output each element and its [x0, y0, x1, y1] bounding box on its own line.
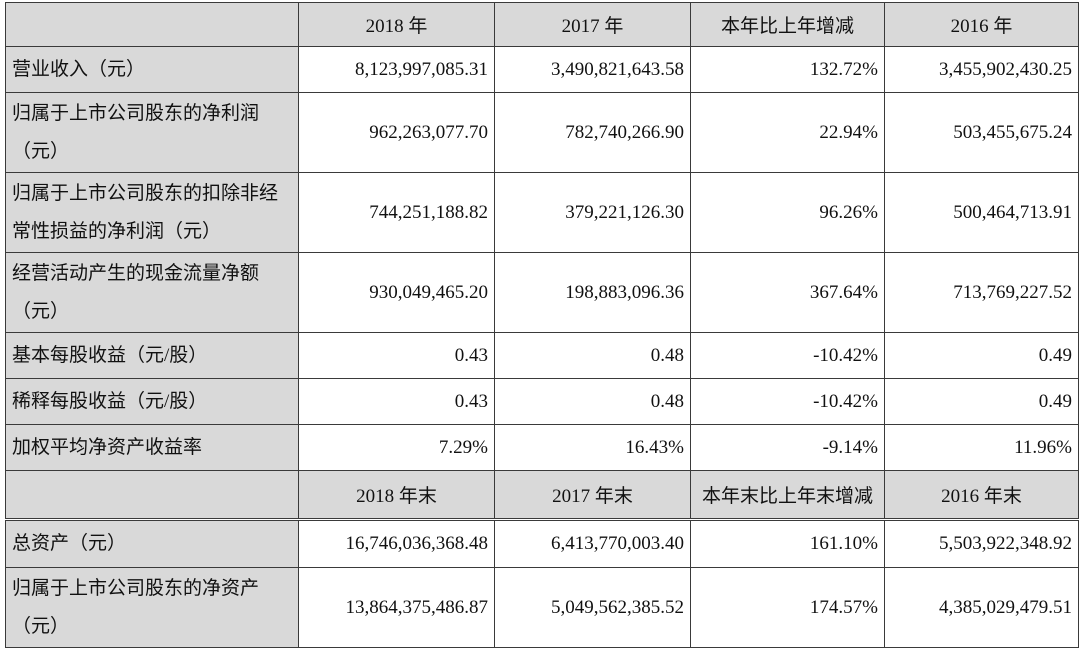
- col-header-2017: 2017 年: [494, 2, 691, 47]
- table-row-net-profit: 归属于上市公司股东的净利润（元） 962,263,077.70 782,740,…: [5, 92, 1079, 173]
- row-label: 归属于上市公司股东的净资产（元）: [5, 567, 299, 648]
- header-corner-cell: [5, 470, 299, 519]
- cell-yoy: 174.57%: [690, 567, 885, 648]
- table-row-net-profit-excl-nonrecurring: 归属于上市公司股东的扣除非经常性损益的净利润（元） 744,251,188.82…: [5, 172, 1079, 253]
- cell-2017: 198,883,096.36: [494, 252, 691, 333]
- col-header-2016: 2016 年: [884, 2, 1079, 47]
- row-label: 归属于上市公司股东的扣除非经常性损益的净利润（元）: [5, 172, 299, 253]
- cell-2018: 962,263,077.70: [298, 92, 495, 173]
- cell-2018-end: 16,746,036,368.48: [298, 520, 495, 568]
- cell-2016: 713,769,227.52: [884, 252, 1079, 333]
- cell-2017: 0.48: [494, 332, 691, 379]
- cell-yoy: 367.64%: [690, 252, 885, 333]
- cell-2016: 0.49: [884, 378, 1079, 425]
- row-label: 基本每股收益（元/股）: [5, 332, 299, 379]
- row-label: 经营活动产生的现金流量净额（元）: [5, 252, 299, 333]
- row-label: 营业收入（元）: [5, 46, 299, 93]
- col-header-2018: 2018 年: [298, 2, 495, 47]
- cell-2016: 0.49: [884, 332, 1079, 379]
- row-label: 加权平均净资产收益率: [5, 424, 299, 471]
- cell-2017: 379,221,126.30: [494, 172, 691, 253]
- table-row-operating-cash-flow: 经营活动产生的现金流量净额（元） 930,049,465.20 198,883,…: [5, 252, 1079, 333]
- cell-2018: 744,251,188.82: [298, 172, 495, 253]
- table-row-revenue: 营业收入（元） 8,123,997,085.31 3,490,821,643.5…: [5, 46, 1079, 93]
- row-label: 总资产（元）: [5, 520, 299, 568]
- cell-yoy: 96.26%: [690, 172, 885, 253]
- cell-2018: 7.29%: [298, 424, 495, 471]
- cell-2018: 8,123,997,085.31: [298, 46, 495, 93]
- table-row-diluted-eps: 稀释每股收益（元/股） 0.43 0.48 -10.42% 0.49: [5, 378, 1079, 425]
- table-row-basic-eps: 基本每股收益（元/股） 0.43 0.48 -10.42% 0.49: [5, 332, 1079, 379]
- financial-indicators-table: 2018 年 2017 年 本年比上年增减 2016 年 营业收入（元） 8,1…: [5, 2, 1079, 519]
- cell-2017: 3,490,821,643.58: [494, 46, 691, 93]
- col-header-2016-end: 2016 年末: [884, 470, 1079, 519]
- cell-yoy: -10.42%: [690, 378, 885, 425]
- cell-2016-end: 4,385,029,479.51: [884, 567, 1079, 648]
- balance-indicators-table: 总资产（元） 16,746,036,368.48 6,413,770,003.4…: [5, 520, 1079, 648]
- cell-yoy: 132.72%: [690, 46, 885, 93]
- cell-2017-end: 5,049,562,385.52: [494, 567, 691, 648]
- col-header-yoy-change: 本年比上年增减: [690, 2, 885, 47]
- cell-2018: 930,049,465.20: [298, 252, 495, 333]
- header-row-year-end: 2018 年末 2017 年末 本年末比上年末增减 2016 年末: [5, 470, 1079, 519]
- table-row-net-assets: 归属于上市公司股东的净资产（元） 13,864,375,486.87 5,049…: [5, 567, 1079, 648]
- col-header-yoy-change-end: 本年末比上年末增减: [690, 470, 885, 519]
- cell-2018: 0.43: [298, 378, 495, 425]
- header-row: 2018 年 2017 年 本年比上年增减 2016 年: [5, 2, 1079, 47]
- cell-2018: 0.43: [298, 332, 495, 379]
- cell-yoy: 22.94%: [690, 92, 885, 173]
- cell-yoy: -9.14%: [690, 424, 885, 471]
- cell-2018-end: 13,864,375,486.87: [298, 567, 495, 648]
- cell-yoy: 161.10%: [690, 520, 885, 568]
- table-row-total-assets: 总资产（元） 16,746,036,368.48 6,413,770,003.4…: [5, 520, 1079, 568]
- cell-2016: 500,464,713.91: [884, 172, 1079, 253]
- header-corner-cell: [5, 2, 299, 47]
- cell-yoy: -10.42%: [690, 332, 885, 379]
- cell-2016: 11.96%: [884, 424, 1079, 471]
- cell-2017: 16.43%: [494, 424, 691, 471]
- row-label: 稀释每股收益（元/股）: [5, 378, 299, 425]
- table-row-weighted-roe: 加权平均净资产收益率 7.29% 16.43% -9.14% 11.96%: [5, 424, 1079, 471]
- cell-2016: 3,455,902,430.25: [884, 46, 1079, 93]
- col-header-2018-end: 2018 年末: [298, 470, 495, 519]
- cell-2017-end: 6,413,770,003.40: [494, 520, 691, 568]
- row-label: 归属于上市公司股东的净利润（元）: [5, 92, 299, 173]
- col-header-2017-end: 2017 年末: [494, 470, 691, 519]
- cell-2017: 782,740,266.90: [494, 92, 691, 173]
- cell-2017: 0.48: [494, 378, 691, 425]
- cell-2016-end: 5,503,922,348.92: [884, 520, 1079, 568]
- cell-2016: 503,455,675.24: [884, 92, 1079, 173]
